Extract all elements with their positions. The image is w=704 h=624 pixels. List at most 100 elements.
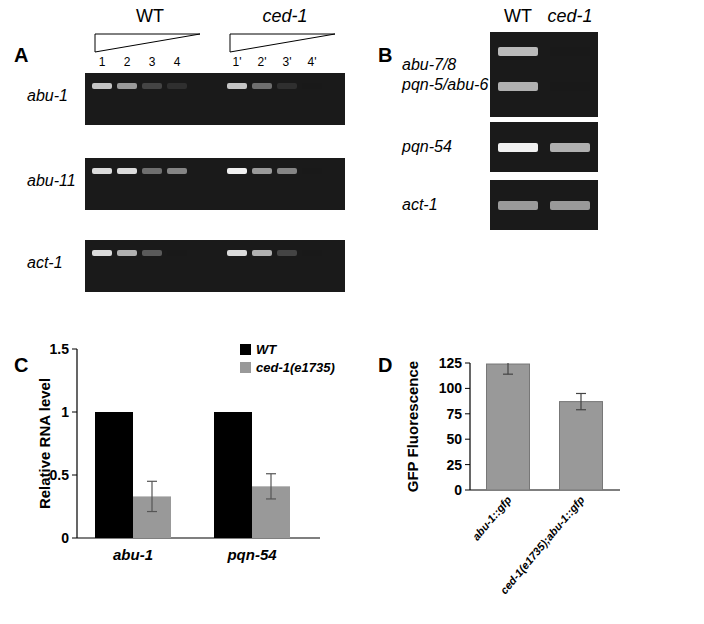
y-tick — [465, 388, 470, 389]
y-tick-label: 50 — [446, 431, 462, 447]
y-tick — [72, 538, 77, 539]
y-tick-label: 1 — [61, 404, 69, 420]
gel — [85, 240, 345, 292]
band — [92, 250, 112, 256]
band — [142, 168, 162, 174]
group-label: WT — [504, 6, 532, 26]
error-bar — [576, 393, 586, 409]
error-line — [507, 363, 508, 374]
band — [117, 168, 137, 174]
panel-label: C — [14, 354, 28, 376]
group-label: ced-1 — [262, 6, 307, 26]
legend-label: WT — [256, 342, 277, 357]
y-tick-label: 1.5 — [50, 341, 70, 357]
band — [252, 83, 272, 89]
group-label: ced-1 — [547, 6, 592, 26]
plot-area — [487, 363, 603, 490]
gene-label: act-1 — [27, 254, 63, 271]
band — [92, 83, 112, 89]
band — [117, 250, 137, 256]
x-tick-label: ced-1(e1735);abu-1::gfp — [498, 493, 587, 596]
band — [227, 168, 247, 174]
gel — [85, 158, 345, 210]
band — [167, 83, 187, 89]
band — [498, 201, 538, 210]
band — [167, 168, 187, 174]
y-tick-label: 100 — [439, 380, 463, 396]
error-cap — [266, 498, 276, 499]
bar — [95, 412, 133, 538]
panel-label: B — [378, 44, 392, 66]
lane-label: 4' — [308, 55, 317, 69]
error-cap — [503, 374, 513, 375]
y-tick — [72, 349, 77, 350]
y-tick — [465, 413, 470, 414]
y-tick — [72, 412, 77, 413]
error-line — [580, 393, 581, 409]
band — [498, 47, 538, 56]
error-bar — [503, 363, 513, 374]
band — [142, 83, 162, 89]
band — [92, 168, 112, 174]
bar — [214, 412, 252, 538]
error-cap — [576, 393, 586, 394]
y-tick — [465, 464, 470, 465]
error-cap — [576, 409, 586, 410]
y-tick — [465, 363, 470, 364]
y-tick-label: 0 — [61, 530, 69, 546]
figure: AWTced-112341'2'3'4'abu-1abu-11act-1BWTc… — [0, 0, 704, 624]
y-tick — [465, 490, 470, 491]
x-tick-label: abu-1::gfp — [470, 493, 514, 542]
bar — [560, 402, 603, 490]
band — [167, 250, 187, 256]
lane-label: 2' — [258, 55, 267, 69]
y-axis — [469, 363, 470, 490]
plot-area — [95, 412, 290, 538]
y-tick-label: 125 — [439, 355, 463, 371]
band — [252, 250, 272, 256]
band — [277, 168, 297, 174]
y-axis-label: Relative RNA level — [36, 378, 53, 509]
y-tick — [72, 475, 77, 476]
band — [227, 83, 247, 89]
y-axis-label: GFP Fluorescence — [404, 361, 421, 492]
dilution-wedge — [230, 34, 335, 52]
legend-swatch — [240, 344, 251, 355]
lane-label: 4 — [174, 55, 181, 69]
error-cap — [147, 481, 157, 482]
error-cap — [147, 511, 157, 512]
gel — [490, 180, 598, 230]
band — [498, 143, 538, 152]
legend-label: ced-1(e1735) — [256, 360, 335, 375]
band — [498, 82, 538, 91]
gene-label: act-1 — [402, 196, 438, 213]
gene-label: pqn-5/abu-6 — [401, 76, 488, 93]
error-line — [151, 481, 152, 511]
gel — [490, 122, 598, 172]
y-tick-label: 0 — [454, 482, 462, 498]
band — [302, 83, 322, 89]
band — [277, 83, 297, 89]
band — [550, 201, 590, 210]
lane-label: 2 — [124, 55, 131, 69]
band — [142, 250, 162, 256]
gel — [85, 73, 345, 125]
y-tick — [465, 439, 470, 440]
y-tick-label: 25 — [446, 457, 462, 473]
gene-label: abu-1 — [27, 87, 68, 104]
panel-label: D — [378, 354, 392, 376]
y-axis — [76, 349, 77, 538]
band — [550, 82, 590, 91]
x-tick-label: pqn-54 — [226, 546, 277, 563]
band — [302, 250, 322, 256]
band — [277, 250, 297, 256]
band — [227, 250, 247, 256]
error-line — [270, 474, 271, 499]
dilution-wedge — [95, 34, 200, 52]
error-cap — [266, 473, 276, 474]
group-label: WT — [136, 6, 164, 26]
gene-label: pqn-54 — [401, 138, 452, 155]
error-bar — [147, 481, 157, 511]
error-bar — [266, 474, 276, 499]
gel — [490, 32, 598, 117]
